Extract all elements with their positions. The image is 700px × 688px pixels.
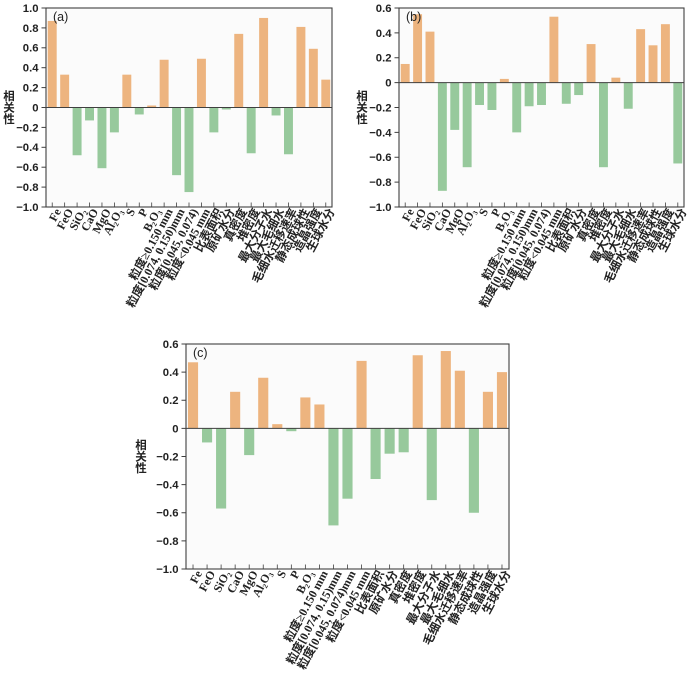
svg-text:−0.2: −0.2 [156,451,178,463]
svg-text:−0.6: −0.6 [156,508,178,520]
svg-text:0: 0 [172,423,178,435]
svg-text:−0.8: −0.8 [156,536,178,548]
svg-text:(c): (c) [193,346,208,360]
svg-text:0.6: 0.6 [163,339,179,351]
svg-text:0.4: 0.4 [163,367,179,379]
svg-text:−0.4: −0.4 [156,480,179,492]
svg-text:−1.0: −1.0 [156,564,178,576]
svg-text:0.2: 0.2 [163,395,179,407]
